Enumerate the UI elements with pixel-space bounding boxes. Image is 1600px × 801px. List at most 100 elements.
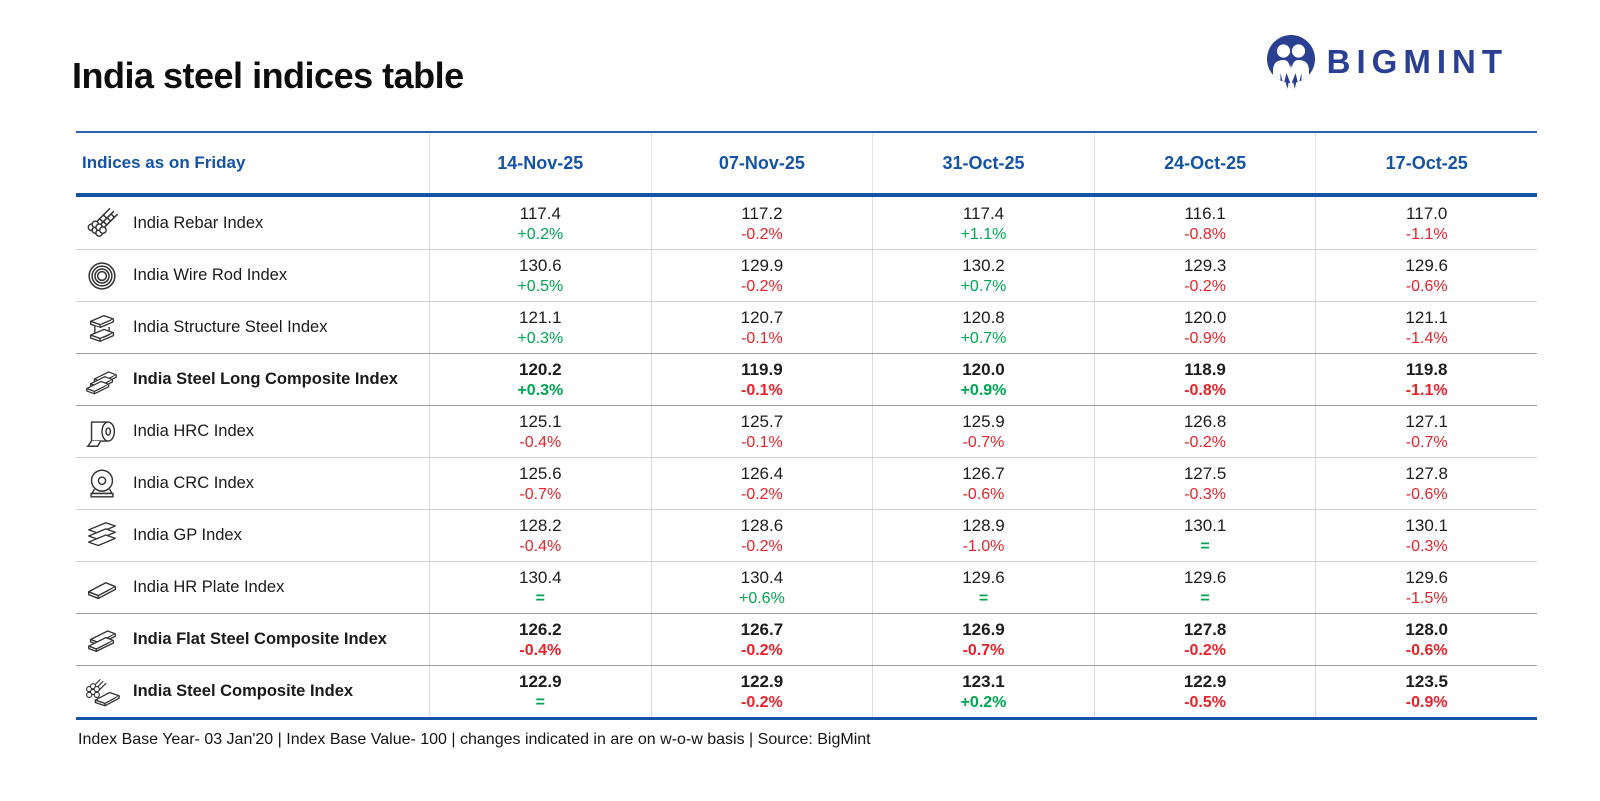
value-cell: 117.2 -0.2% [650,197,873,249]
index-value: 116.1 [1184,203,1226,223]
value-cell: 128.9 -1.0% [872,510,1094,561]
value-cell: 126.7 -0.6% [872,458,1094,509]
index-value: 127.5 [1183,464,1227,483]
value-cell: 129.6 -1.5% [1315,562,1537,613]
value-cell: 119.9 -0.1% [650,354,873,405]
wow-change: = [1200,538,1210,555]
wow-change: -0.4% [519,434,562,451]
value-cell: 129.6 = [1093,562,1316,613]
hr-plate-icon [81,569,123,607]
value-cell: 123.5 -0.9% [1315,666,1537,717]
value-cell: 117.4 +0.2% [429,197,651,249]
value-cell: 130.1 = [1093,510,1316,561]
wow-change: -0.4% [519,538,562,555]
row-label: India Flat Steel Composite Index [133,630,387,648]
index-value: 127.8 [1183,620,1227,639]
steel-composite-icon [81,673,123,711]
index-value: 120.2 [519,360,562,379]
value-cell: 117.4 +1.1% [872,197,1094,249]
index-value: 120.7 [740,308,784,327]
index-label-cell: India HRC Index [76,406,429,457]
index-value: 117.2 [741,203,783,223]
index-value: 129.9 [740,256,784,275]
value-cell: 128.2 -0.4% [429,510,651,561]
index-value: 122.9 [519,672,562,691]
value-cell: 126.2 -0.4% [429,614,651,665]
wow-change: -0.9% [1184,330,1226,347]
wow-change: -1.5% [1405,590,1448,607]
wow-change: -0.2% [740,486,783,503]
value-cell: 125.7 -0.1% [650,406,873,457]
column-header-indices: Indices as on Friday [82,153,246,172]
value-cell: 128.6 -0.2% [650,510,873,561]
wow-change: -1.1% [1405,382,1448,399]
index-value: 126.7 [962,464,1005,483]
indices-table: Indices as on Friday 14-Nov-25 07-Nov-25 3… [76,131,1537,720]
index-value: 128.9 [962,516,1005,535]
index-value: 121.1 [519,308,562,327]
index-value: 129.6 [962,568,1005,587]
rebar-icon [81,204,123,242]
wow-change: -0.9% [1405,694,1448,711]
value-cell: 127.5 -0.3% [1093,458,1316,509]
wow-change: -0.3% [1405,538,1448,555]
index-label-cell: India Steel Long Composite Index [76,354,429,405]
wow-change: -0.6% [1405,486,1448,503]
wow-change: -0.8% [1184,382,1226,399]
index-value: 117.4 [519,203,561,223]
index-value: 119.8 [1405,360,1448,379]
index-value: 125.1 [519,412,562,431]
value-cell: 126.7 -0.2% [650,614,873,665]
value-cell: 126.4 -0.2% [650,458,873,509]
table-row: India GP Index 128.2 -0.4% 128.6 -0.2% 128.9 -… [76,509,1537,561]
wow-change: -1.4% [1405,330,1448,347]
index-value: 128.6 [740,516,784,535]
index-value: 117.0 [1406,203,1448,223]
wow-change: -0.2% [740,225,783,243]
wow-change: -0.7% [1405,434,1448,451]
index-label-cell: India GP Index [76,510,429,561]
column-header-date: 31-Oct-25 [872,133,1094,193]
value-cell: 130.2 +0.7% [872,250,1094,301]
steel-long-composite-icon [81,361,123,399]
value-cell: 120.2 +0.3% [429,354,651,405]
value-cell: 129.9 -0.2% [650,250,873,301]
value-cell: 127.8 -0.2% [1093,614,1316,665]
value-cell: 121.1 -1.4% [1315,302,1537,353]
index-label-cell: India Wire Rod Index [76,250,429,301]
wow-change: = [978,590,989,607]
index-value: 129.6 [1405,256,1448,275]
wow-change: -0.2% [1184,434,1226,451]
gp-sheets-icon [81,517,123,555]
index-label-cell: India Rebar Index [76,197,429,249]
wow-change: -0.2% [740,538,783,555]
column-header-date: 17-Oct-25 [1315,133,1537,193]
value-cell: 129.6 -0.6% [1315,250,1537,301]
value-cell: 127.8 -0.6% [1315,458,1537,509]
wow-change: +0.3% [517,382,564,399]
value-cell: 125.9 -0.7% [872,406,1094,457]
table-row: India Wire Rod Index 130.6 +0.5% 129.9 -0.2%… [76,249,1537,301]
index-label-cell: India Structure Steel Index [76,302,429,353]
wow-change: -0.1% [740,434,783,451]
value-cell: 123.1 +0.2% [872,666,1094,717]
index-value: 130.1 [1183,516,1227,535]
wow-change: -0.1% [740,330,783,347]
value-cell: 130.6 +0.5% [429,250,651,301]
footnote: Index Base Year- 03 Jan'20 | Index Base … [78,731,871,748]
wow-change: -1.0% [962,538,1005,555]
column-header-date: 14-Nov-25 [429,133,651,193]
bigmint-logo-icon [1266,35,1315,89]
value-cell: 116.1 -0.8% [1093,197,1316,249]
row-label: India HRC Index [133,422,255,440]
index-value: 125.7 [740,412,784,431]
wow-change: -0.6% [962,486,1005,503]
index-value: 126.4 [740,464,784,483]
index-value: 126.8 [1183,412,1227,431]
row-label: India Steel Composite Index [133,682,354,700]
wow-change: +0.6% [738,590,785,607]
value-cell: 122.9 -0.5% [1093,666,1316,717]
table-row: India HR Plate Index 130.4 = 130.4 +0.6% 129.… [76,561,1537,613]
value-cell: 120.7 -0.1% [650,302,873,353]
value-cell: 129.6 = [872,562,1094,613]
